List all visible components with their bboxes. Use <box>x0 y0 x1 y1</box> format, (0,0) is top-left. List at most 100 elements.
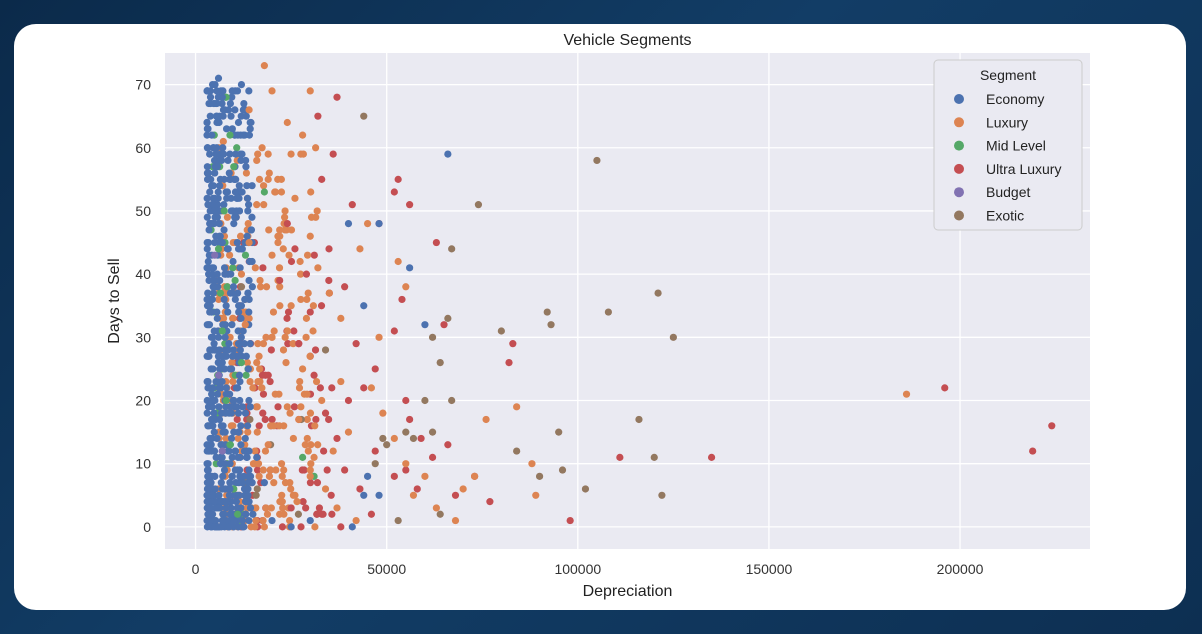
data-point <box>262 333 270 341</box>
data-point <box>244 479 252 487</box>
data-point <box>207 504 215 512</box>
data-point <box>341 466 349 474</box>
data-point <box>310 453 318 461</box>
data-point <box>213 163 222 171</box>
data-point <box>1029 447 1037 455</box>
y-tick-label: 0 <box>143 519 151 535</box>
data-point <box>287 485 295 493</box>
data-point <box>635 415 643 424</box>
data-point <box>306 472 314 480</box>
data-point <box>436 510 444 518</box>
data-point <box>239 131 247 139</box>
data-point <box>205 447 213 455</box>
data-point <box>371 447 379 455</box>
data-point <box>314 441 322 449</box>
data-point <box>215 491 223 499</box>
data-point <box>513 447 521 455</box>
data-point <box>235 308 243 316</box>
data-point <box>245 466 253 474</box>
data-point <box>246 403 254 411</box>
data-point <box>310 371 318 379</box>
data-point <box>234 118 243 127</box>
data-point <box>287 257 296 266</box>
data-point <box>206 434 214 443</box>
data-point <box>227 498 235 506</box>
data-point <box>244 485 252 493</box>
data-point <box>296 377 304 386</box>
data-point <box>333 504 341 512</box>
data-point <box>318 396 326 405</box>
data-point <box>210 409 218 417</box>
data-point <box>289 434 297 443</box>
scatter-chart: 0 50000 100000 150000 200000 0 10 20 30 40 50 60 70… <box>106 32 1090 600</box>
data-point <box>428 333 437 341</box>
data-point <box>293 498 301 506</box>
data-point <box>278 523 287 531</box>
x-axis-ticks: 0 50000 100000 150000 200000 <box>192 561 984 577</box>
data-point <box>311 422 319 430</box>
data-point <box>203 245 211 253</box>
data-point <box>260 479 268 487</box>
data-point <box>213 434 221 443</box>
data-point <box>222 498 230 506</box>
data-point <box>303 251 312 259</box>
data-point <box>213 270 221 278</box>
legend-label: Mid Level <box>986 138 1046 154</box>
data-point <box>277 188 286 196</box>
data-point <box>219 87 227 95</box>
data-point <box>233 238 241 247</box>
data-point <box>244 219 252 228</box>
data-point <box>216 276 224 285</box>
data-point <box>226 479 234 487</box>
data-point <box>363 472 372 480</box>
data-point <box>204 352 213 360</box>
data-point <box>299 365 307 373</box>
data-point <box>245 87 253 95</box>
data-point <box>284 340 292 348</box>
data-point <box>224 245 232 253</box>
data-point <box>505 359 513 367</box>
data-point <box>394 257 402 266</box>
data-point <box>229 264 237 272</box>
data-point <box>255 352 263 360</box>
legend-title: Segment <box>980 67 1036 83</box>
data-point <box>213 87 221 95</box>
data-point <box>214 371 223 379</box>
data-point <box>261 415 269 424</box>
data-point <box>287 523 295 531</box>
data-point <box>214 74 223 82</box>
data-point <box>246 125 254 133</box>
data-point <box>306 409 315 417</box>
data-point <box>219 321 227 329</box>
data-point <box>254 150 262 158</box>
data-point <box>428 428 437 436</box>
data-point <box>267 346 275 354</box>
data-point <box>229 314 237 322</box>
data-point <box>248 257 256 266</box>
data-point <box>208 403 216 411</box>
data-point <box>283 118 291 127</box>
data-point <box>218 93 226 101</box>
data-point <box>375 333 383 341</box>
data-point <box>302 270 311 278</box>
data-point <box>294 510 303 518</box>
data-point <box>306 87 314 95</box>
data-point <box>297 403 305 411</box>
data-point <box>203 144 211 152</box>
data-point <box>204 175 212 183</box>
data-point <box>444 441 452 449</box>
data-point <box>256 283 265 291</box>
data-point <box>204 289 212 297</box>
y-tick-label: 50 <box>135 203 151 219</box>
data-point <box>204 238 213 247</box>
data-point <box>333 434 341 443</box>
data-point <box>232 498 240 506</box>
data-point <box>220 295 228 304</box>
data-point <box>327 491 335 499</box>
data-point <box>245 131 254 139</box>
data-point <box>213 390 222 398</box>
data-point <box>253 428 261 436</box>
data-point <box>213 118 221 127</box>
data-point <box>303 390 311 398</box>
data-point <box>280 466 288 474</box>
